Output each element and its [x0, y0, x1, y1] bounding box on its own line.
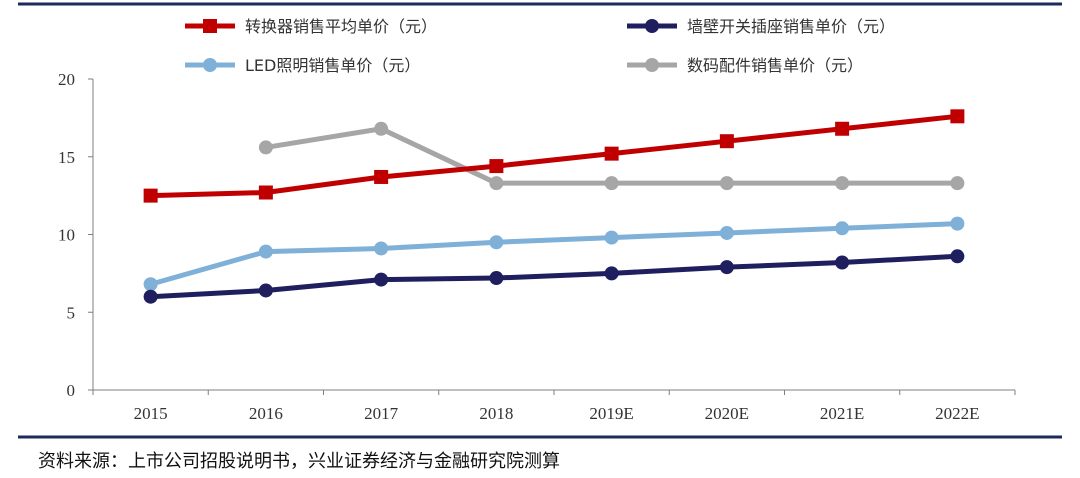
- data-point: [950, 216, 965, 231]
- series-line: [150, 253, 958, 300]
- data-point: [719, 176, 734, 191]
- legend-label: 墙壁开关插座销售单价（元）: [687, 17, 895, 36]
- data-point: [950, 109, 965, 124]
- data-point: [374, 241, 389, 256]
- data-point: [374, 272, 389, 287]
- y-tick-label: 20: [58, 70, 75, 89]
- data-point: [719, 225, 734, 240]
- data-point: [604, 176, 619, 191]
- y-tick-label: 0: [67, 381, 76, 400]
- data-point: [489, 271, 504, 286]
- legend-item-3: LED照明销售单价（元）: [185, 56, 420, 75]
- legend-label: 转换器销售平均单价（元）: [245, 17, 437, 36]
- legend-label: 数码配件销售单价（元）: [687, 56, 863, 75]
- data-point: [143, 277, 158, 292]
- legend-marker: [203, 19, 217, 33]
- data-point: [950, 176, 965, 191]
- series-4: [258, 121, 965, 191]
- data-point: [719, 260, 734, 275]
- x-tick-label: 2021E: [820, 404, 864, 423]
- data-point: [604, 230, 619, 245]
- x-tick-label: 2022E: [935, 404, 979, 423]
- y-tick-label: 10: [58, 226, 75, 245]
- x-tick-label: 2019E: [589, 404, 633, 423]
- legend-marker: [645, 58, 659, 72]
- data-point: [258, 283, 273, 298]
- line-chart: 0 5 10 15 20 2015 2016 2017 2018 2019E 2020E 2021E 2…: [18, 2, 1062, 439]
- x-tick-label: 2016: [249, 404, 283, 423]
- data-point: [489, 176, 504, 191]
- data-point: [604, 266, 619, 281]
- data-point: [258, 140, 273, 155]
- y-tick-label: 15: [58, 148, 75, 167]
- x-tick-label: 2018: [479, 404, 513, 423]
- source-note: 资料来源：上市公司招股说明书，兴业证券经济与金融研究院测算: [38, 451, 560, 472]
- series-line: [149, 221, 958, 287]
- data-point: [143, 188, 158, 203]
- x-tick-label: 2020E: [705, 404, 749, 423]
- legend-item-4: 数码配件销售单价（元）: [627, 56, 863, 75]
- series-1: [143, 109, 965, 203]
- data-point: [950, 249, 965, 264]
- data-point: [374, 169, 389, 184]
- data-point: [835, 255, 850, 270]
- series-3: [143, 216, 965, 292]
- data-point: [258, 244, 273, 259]
- data-point: [835, 176, 850, 191]
- data-point: [374, 121, 389, 136]
- x-tick-label: 2015: [134, 404, 168, 423]
- data-point: [489, 159, 504, 174]
- series-layer: [143, 109, 965, 304]
- data-point: [143, 289, 158, 304]
- data-point: [489, 235, 504, 250]
- series-2: [143, 249, 965, 304]
- y-tick-label: 5: [67, 303, 76, 322]
- data-point: [835, 221, 850, 236]
- legend-marker: [203, 58, 217, 72]
- legend-item-1: 转换器销售平均单价（元）: [185, 17, 437, 36]
- legend-label: LED照明销售单价（元）: [245, 56, 420, 75]
- axes: 0 5 10 15 20 2015 2016 2017 2018 2019E 2020E 2021E 2…: [58, 70, 1016, 423]
- data-point: [604, 146, 619, 161]
- legend-item-2: 墙壁开关插座销售单价（元）: [627, 17, 895, 36]
- legend-marker: [645, 19, 659, 33]
- data-point: [258, 185, 273, 200]
- data-point: [719, 134, 734, 149]
- data-point: [835, 121, 850, 136]
- x-tick-label: 2017: [364, 404, 399, 423]
- legend: 转换器销售平均单价（元） 墙壁开关插座销售单价（元） LED照明销售单价（元） 数码配…: [185, 17, 895, 75]
- series-line: [150, 113, 958, 199]
